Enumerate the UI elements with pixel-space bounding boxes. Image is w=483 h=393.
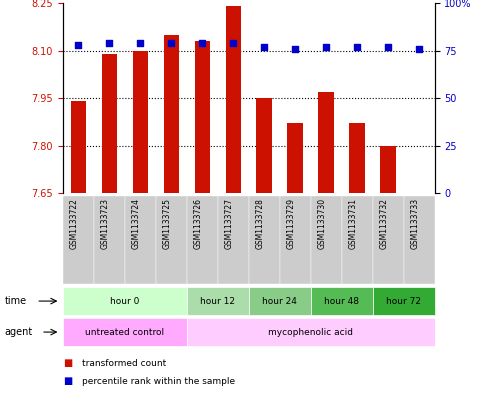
Point: [74, 42, 82, 48]
Bar: [350, 123, 365, 193]
Text: agent: agent: [5, 327, 33, 337]
Text: GSM1133731: GSM1133731: [348, 198, 357, 249]
Bar: [226, 6, 241, 193]
Point: [105, 40, 113, 46]
Text: GSM1133726: GSM1133726: [193, 198, 202, 249]
Text: hour 72: hour 72: [386, 297, 421, 306]
Text: GSM1133733: GSM1133733: [410, 198, 419, 249]
Point: [415, 46, 423, 52]
Text: hour 24: hour 24: [262, 297, 297, 306]
Point: [199, 40, 206, 46]
Text: hour 12: hour 12: [200, 297, 235, 306]
Text: GSM1133730: GSM1133730: [317, 198, 326, 249]
Text: GSM1133724: GSM1133724: [131, 198, 140, 249]
Bar: [164, 35, 179, 193]
Text: GSM1133732: GSM1133732: [379, 198, 388, 249]
Bar: [287, 123, 303, 193]
Point: [291, 46, 299, 52]
Point: [229, 40, 237, 46]
Point: [384, 44, 392, 50]
Text: percentile rank within the sample: percentile rank within the sample: [82, 376, 235, 386]
Bar: [71, 101, 86, 193]
Point: [322, 44, 330, 50]
Text: ■: ■: [63, 358, 72, 368]
Text: GSM1133729: GSM1133729: [286, 198, 295, 249]
Bar: [132, 51, 148, 193]
Text: time: time: [5, 296, 27, 306]
Text: GSM1133728: GSM1133728: [255, 198, 264, 249]
Point: [136, 40, 144, 46]
Bar: [318, 92, 334, 193]
Text: untreated control: untreated control: [85, 328, 164, 336]
Bar: [101, 54, 117, 193]
Bar: [256, 98, 272, 193]
Bar: [195, 41, 210, 193]
Text: GSM1133723: GSM1133723: [100, 198, 109, 249]
Text: GSM1133725: GSM1133725: [162, 198, 171, 249]
Bar: [381, 145, 396, 193]
Point: [260, 44, 268, 50]
Text: hour 0: hour 0: [110, 297, 140, 306]
Text: hour 48: hour 48: [324, 297, 359, 306]
Text: GSM1133727: GSM1133727: [224, 198, 233, 249]
Point: [354, 44, 361, 50]
Text: GSM1133722: GSM1133722: [69, 198, 78, 249]
Point: [168, 40, 175, 46]
Text: ■: ■: [63, 376, 72, 386]
Text: transformed count: transformed count: [82, 358, 166, 367]
Text: mycophenolic acid: mycophenolic acid: [268, 328, 353, 336]
